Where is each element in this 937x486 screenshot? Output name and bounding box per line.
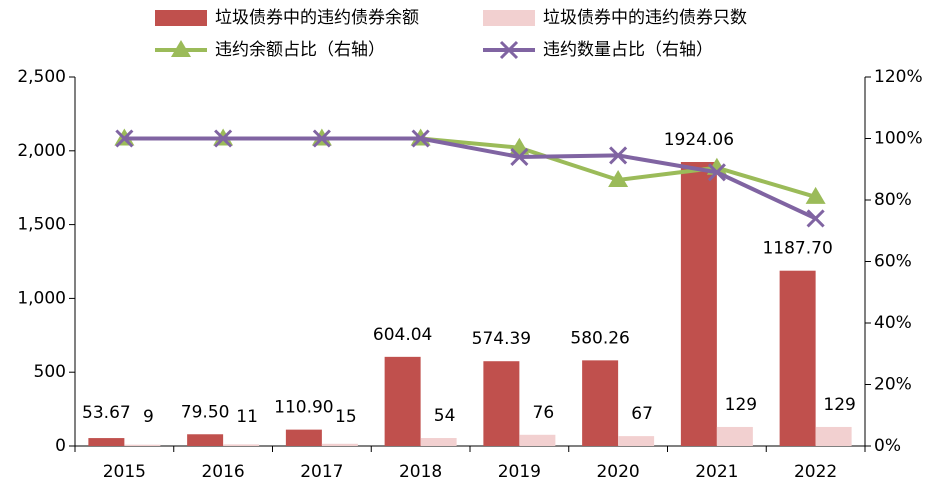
data-label: 129 bbox=[823, 395, 855, 415]
x-tick-label: 2022 bbox=[794, 462, 837, 482]
x-tick-label: 2020 bbox=[596, 462, 639, 482]
y-tick-label: 2,500 bbox=[17, 67, 66, 87]
line-marker bbox=[411, 129, 430, 148]
data-label: 1187.70 bbox=[762, 239, 832, 259]
y2-tick-label: 60% bbox=[874, 252, 912, 272]
legend-marker bbox=[499, 40, 519, 60]
x-tick-label: 2016 bbox=[201, 462, 244, 482]
legend-swatch bbox=[483, 10, 535, 26]
legend-label: 违约数量占比（右轴） bbox=[543, 40, 713, 60]
data-label: 110.90 bbox=[274, 398, 333, 418]
y2-tick-label: 40% bbox=[874, 313, 912, 333]
legend-label: 垃圾债券中的违约债券余额 bbox=[215, 8, 419, 28]
y-tick-label: 1,500 bbox=[17, 215, 66, 235]
bar bbox=[384, 356, 421, 446]
bar bbox=[582, 360, 619, 446]
bar bbox=[815, 426, 852, 446]
bar bbox=[88, 438, 125, 446]
data-label: 1924.06 bbox=[664, 130, 734, 150]
legend-label: 违约余额占比（右轴） bbox=[215, 40, 385, 60]
line-marker bbox=[609, 146, 628, 165]
x-tick-label: 2017 bbox=[300, 462, 343, 482]
bar bbox=[285, 429, 322, 446]
legend-swatch bbox=[155, 10, 207, 26]
bar bbox=[124, 444, 161, 446]
data-label: 11 bbox=[236, 407, 258, 427]
bar bbox=[618, 436, 655, 446]
x-tick-label: 2019 bbox=[498, 462, 541, 482]
bar bbox=[321, 443, 358, 446]
x-tick-label: 2018 bbox=[399, 462, 442, 482]
data-label: 604.04 bbox=[373, 325, 432, 345]
line-marker bbox=[510, 147, 529, 167]
y-tick-label: 1,000 bbox=[17, 288, 66, 308]
data-label: 15 bbox=[335, 407, 357, 427]
data-label: 574.39 bbox=[472, 329, 531, 349]
bar bbox=[680, 162, 717, 447]
bar bbox=[519, 434, 556, 446]
bar bbox=[187, 434, 224, 446]
legend-label: 垃圾债券中的违约债券只数 bbox=[543, 8, 747, 28]
bar bbox=[779, 270, 816, 446]
x-tick-label: 2021 bbox=[695, 462, 738, 482]
data-label: 67 bbox=[631, 404, 653, 424]
data-label: 76 bbox=[533, 403, 555, 423]
y-tick-label: 2,000 bbox=[17, 141, 66, 161]
data-label: 129 bbox=[725, 395, 757, 415]
y-tick-label: 0 bbox=[55, 436, 66, 456]
line-marker bbox=[805, 186, 826, 204]
y2-tick-label: 20% bbox=[874, 375, 912, 395]
bar bbox=[223, 444, 260, 446]
y-tick-label: 500 bbox=[34, 362, 66, 382]
bar bbox=[420, 438, 457, 446]
bar bbox=[716, 426, 753, 446]
line-marker bbox=[608, 170, 629, 188]
line-marker bbox=[312, 129, 331, 148]
data-label: 54 bbox=[434, 406, 456, 426]
y2-tick-label: 80% bbox=[874, 190, 912, 210]
data-label: 580.26 bbox=[570, 328, 629, 348]
legend-marker bbox=[171, 40, 191, 57]
y2-tick-label: 120% bbox=[874, 67, 923, 87]
line-marker bbox=[214, 129, 233, 148]
y2-tick-label: 100% bbox=[874, 129, 923, 149]
line-marker bbox=[806, 209, 825, 228]
line bbox=[124, 136, 817, 221]
data-label: 53.67 bbox=[82, 403, 131, 423]
bar bbox=[483, 361, 520, 446]
y2-tick-label: 0% bbox=[874, 436, 901, 456]
line-marker bbox=[707, 163, 726, 182]
line-marker bbox=[115, 129, 134, 148]
data-label: 79.50 bbox=[181, 402, 230, 422]
data-label: 9 bbox=[143, 407, 154, 427]
x-tick-label: 2015 bbox=[103, 462, 146, 482]
